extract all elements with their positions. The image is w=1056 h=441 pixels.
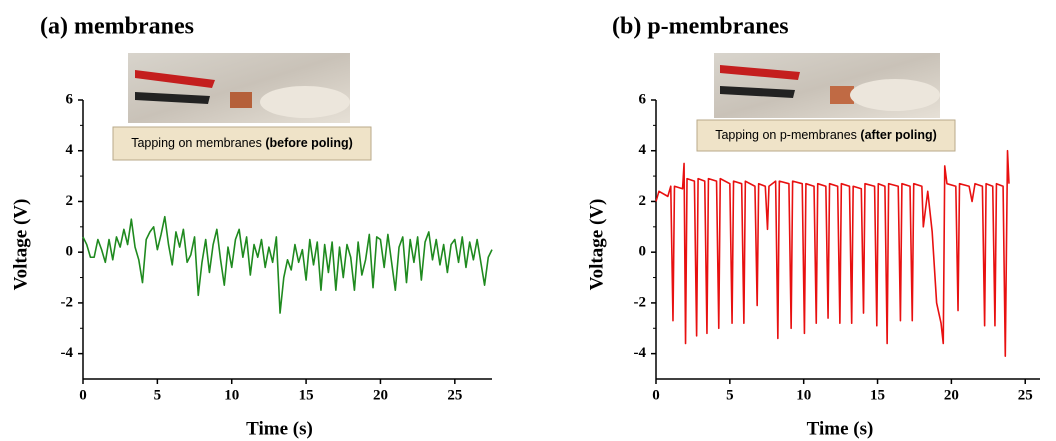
x-tick-label: 0 (79, 387, 87, 403)
y-tick-label: 0 (66, 244, 74, 260)
x-axis-label: Time (s) (807, 418, 874, 439)
x-tick-label: 25 (447, 387, 462, 403)
x-tick-label: 25 (1018, 387, 1033, 403)
chart-title: (b) p-membranes (612, 14, 789, 40)
y-tick-label: 4 (639, 142, 647, 158)
inset-photo-a (128, 53, 350, 123)
y-tick-label: 6 (66, 91, 74, 107)
y-tick-label: -2 (634, 294, 647, 310)
inset-photo-b (714, 53, 940, 118)
x-tick-label: 10 (224, 387, 239, 403)
x-tick-label: 20 (944, 387, 959, 403)
y-tick-label: 2 (639, 193, 647, 209)
y-tick-label: 0 (639, 244, 647, 260)
y-axis-label: Voltage (V) (586, 199, 607, 291)
data-line (655, 149, 1010, 357)
data-line (82, 215, 493, 314)
x-tick-label: 15 (870, 387, 885, 403)
y-tick-label: -4 (61, 345, 74, 361)
annotation: Tapping on membranes (before poling) (131, 136, 353, 150)
x-tick-label: 5 (154, 387, 162, 403)
y-tick-label: 6 (639, 91, 647, 107)
annotation-text: Tapping on p-membranes (715, 128, 857, 142)
x-tick-label: 0 (652, 387, 660, 403)
annotation-bold: (before poling) (265, 136, 353, 150)
annotation-text: Tapping on membranes (131, 136, 262, 150)
x-axis-label: Time (s) (246, 418, 313, 439)
x-tick-label: 10 (796, 387, 811, 403)
y-tick-label: 2 (66, 193, 74, 209)
y-tick-label: 4 (66, 142, 74, 158)
x-tick-label: 20 (373, 387, 388, 403)
annotation-box (696, 119, 956, 152)
annotation: Tapping on p-membranes (after poling) (715, 128, 937, 142)
y-axis-label: Voltage (V) (10, 199, 31, 291)
annotation-bold: (after poling) (860, 128, 936, 142)
y-tick-label: -4 (634, 345, 647, 361)
chart-title: (a) membranes (40, 14, 194, 40)
y-tick-label: -2 (61, 294, 74, 310)
annotation-box (112, 126, 372, 161)
x-tick-label: 15 (299, 387, 314, 403)
x-tick-label: 5 (726, 387, 734, 403)
